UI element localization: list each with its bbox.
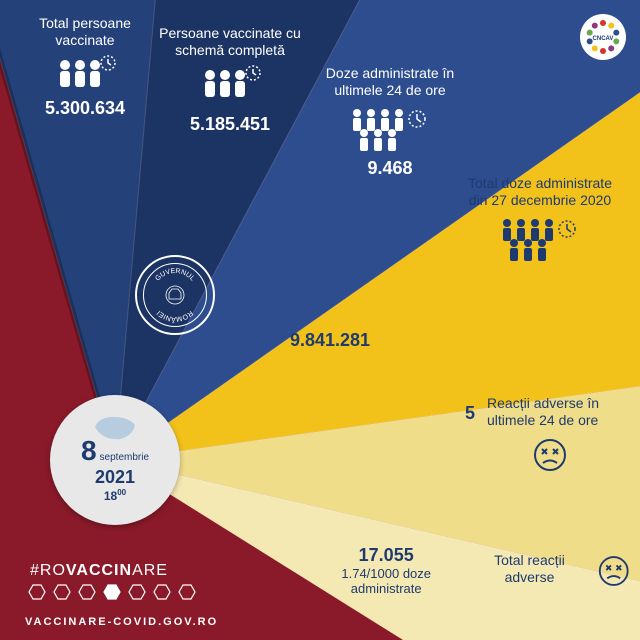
segment-complete-scheme: Persoane vaccinate cu schemă completă 5.… bbox=[155, 25, 305, 135]
seg-title: Doze administrate în ultimele 24 de ore bbox=[310, 65, 470, 99]
sad-face-icon bbox=[532, 437, 568, 473]
seg-value: 5.185.451 bbox=[155, 114, 305, 135]
seal-text: GUVERNUL ROMÂNIEI bbox=[143, 263, 207, 327]
segment-total-doses: Total doze administrate din 27 decembrie… bbox=[460, 175, 620, 268]
sad-face-icon bbox=[597, 553, 630, 589]
seg-value: 9.841.281 bbox=[270, 330, 390, 351]
hashtag: #ROVACCINARE bbox=[30, 562, 168, 580]
infographic-canvas: Total persoane vaccinate 5.300.634 Perso… bbox=[0, 0, 640, 640]
seg-value: 5 bbox=[465, 403, 475, 424]
svg-text:ROMÂNIEI: ROMÂNIEI bbox=[156, 309, 194, 324]
people-clock-icon bbox=[195, 63, 265, 103]
svg-text:GUVERNUL: GUVERNUL bbox=[154, 268, 196, 283]
government-seal: GUVERNUL ROMÂNIEI bbox=[135, 255, 215, 335]
date-year: 2021 bbox=[95, 467, 135, 488]
people-clock-icon bbox=[50, 53, 120, 93]
hexagon-icons bbox=[25, 582, 205, 608]
svg-text:CNCAV: CNCAV bbox=[593, 36, 614, 42]
people-large-clock-icon bbox=[495, 213, 585, 263]
segment-doses-24h: Doze administrate în ultimele 24 de ore … bbox=[310, 65, 470, 179]
date-badge: 8 septembrie 2021 1800 bbox=[50, 395, 180, 525]
segment-total-adverse: 17.055 1.74/1000 doze administrate Total… bbox=[310, 545, 630, 596]
seg-value: 9.468 bbox=[310, 158, 470, 179]
date-month: septembrie bbox=[100, 452, 149, 463]
cncav-logo: CNCAV bbox=[580, 14, 626, 60]
date-time: 1800 bbox=[104, 488, 126, 503]
seg-title: Total doze administrate din 27 decembrie… bbox=[460, 175, 620, 209]
seg-value2: 1.74/1000 doze administrate bbox=[310, 566, 462, 596]
segment-adverse-24h: 5 Reacții adverse în ultimele 24 de ore bbox=[465, 395, 635, 478]
seg-title: Persoane vaccinate cu schemă completă bbox=[155, 25, 305, 59]
romania-map-icon bbox=[90, 413, 140, 441]
website-url: VACCINARE-COVID.GOV.RO bbox=[25, 616, 218, 628]
segment-total-vaccinated: Total persoane vaccinate 5.300.634 bbox=[15, 15, 155, 119]
people-large-clock-icon bbox=[345, 103, 435, 153]
seg-title: Total persoane vaccinate bbox=[15, 15, 155, 49]
segment-total-doses-value: 9.841.281 bbox=[270, 330, 390, 351]
seg-title: Reacții adverse în ultimele 24 de ore bbox=[487, 395, 635, 429]
seg-title: Total reacții adverse bbox=[478, 552, 580, 586]
seg-value: 17.055 bbox=[310, 545, 462, 566]
seg-value: 5.300.634 bbox=[15, 98, 155, 119]
